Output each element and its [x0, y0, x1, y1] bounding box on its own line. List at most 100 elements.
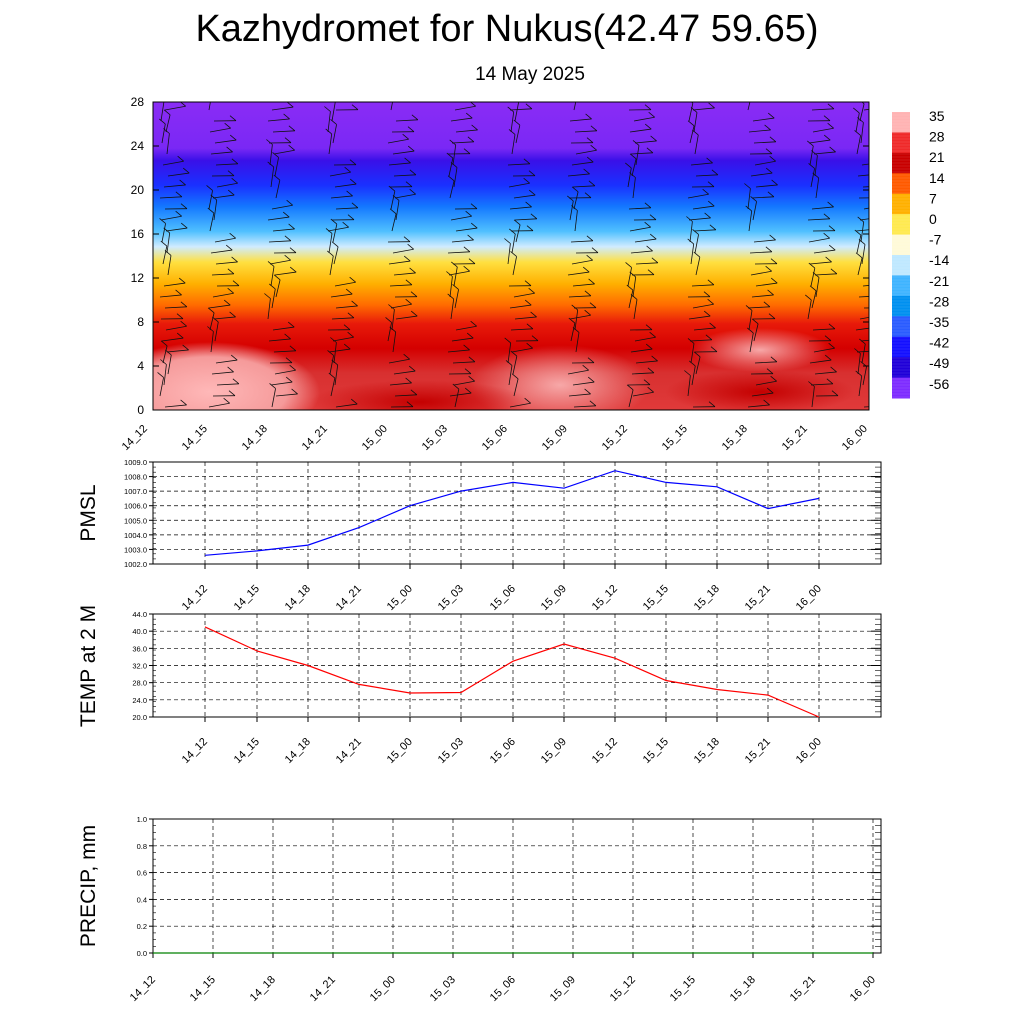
wind-barb-flag — [404, 157, 411, 164]
wind-barb — [454, 389, 460, 408]
x-tick-label: 14_15 — [232, 736, 262, 766]
wind-barb-flag — [175, 191, 183, 198]
wind-barb — [334, 281, 356, 287]
wind-barb — [332, 336, 354, 342]
wind-barb — [632, 391, 654, 397]
y-tick-label: 0.8 — [137, 842, 147, 851]
wind-barb — [163, 364, 167, 386]
wind-barb-flag — [288, 125, 296, 132]
wind-barb-flag — [407, 243, 414, 250]
wind-barb-flag — [232, 378, 240, 385]
wind-barb-flag — [589, 400, 597, 407]
wind-barb-flag — [855, 252, 863, 259]
wind-barb-flag — [828, 342, 835, 349]
wind-barb — [860, 221, 865, 243]
wind-barb — [574, 210, 578, 232]
wind-barb — [450, 298, 455, 320]
wind-barb-flag — [231, 158, 239, 165]
wind-barb-flag — [405, 279, 413, 286]
wind-barb — [695, 257, 701, 276]
wind-barb-flag — [226, 146, 233, 153]
wind-barb-flag — [586, 137, 594, 143]
wind-barb-flag — [227, 170, 235, 176]
wind-barb-flag — [769, 155, 776, 162]
wind-barb — [569, 200, 574, 221]
wind-barb — [159, 196, 182, 199]
wind-barb — [814, 273, 837, 276]
wind-barb — [753, 141, 776, 144]
wind-barb-flag — [708, 401, 716, 407]
wind-barb — [688, 315, 711, 320]
wind-barb-flag — [470, 203, 478, 209]
wind-barb — [507, 243, 511, 265]
wind-barb — [692, 303, 714, 309]
wind-barb-flag — [693, 251, 701, 258]
wind-barb — [275, 393, 298, 397]
wind-barb — [691, 284, 714, 287]
wind-barb — [331, 102, 336, 122]
wind-barb-flag — [446, 271, 453, 277]
wind-barb — [395, 119, 418, 122]
wind-barb — [335, 305, 358, 309]
wind-barb — [449, 392, 472, 397]
wind-barb-flag — [182, 344, 189, 351]
wind-barb — [209, 127, 231, 133]
wind-barb-flag — [875, 212, 881, 217]
wind-barb-flag — [229, 311, 236, 318]
wind-barb-flag — [692, 229, 699, 235]
wind-barb-flag — [767, 112, 775, 119]
colorbar-segment — [892, 357, 910, 379]
wind-barb-flag — [285, 376, 293, 383]
wind-barb — [695, 174, 718, 177]
y-tick-label: 28 — [131, 95, 145, 109]
wind-barb — [629, 226, 651, 232]
wind-barb-flag — [334, 102, 336, 103]
wind-barb — [631, 158, 637, 177]
wind-barb-flag — [180, 222, 188, 229]
wind-barb — [812, 127, 834, 133]
colorbar-segment — [892, 255, 910, 276]
wind-barb-flag — [766, 368, 774, 374]
wind-barb — [807, 299, 812, 320]
wind-barb-flag — [828, 323, 836, 330]
wind-barb-flag — [402, 133, 409, 140]
wind-barb-flag — [630, 294, 638, 300]
wind-barb-flag — [178, 277, 186, 284]
wind-barb-flag — [872, 224, 878, 229]
x-tick-label: 16_00 — [794, 736, 824, 766]
chart-subtitle: 14 May 2025 — [475, 64, 585, 85]
wind-barb — [210, 151, 233, 155]
x-tick-label: 14_12 — [128, 974, 158, 1004]
wind-barb — [567, 271, 590, 276]
wind-barb-flag — [227, 287, 234, 294]
colorbar-segment — [892, 336, 910, 358]
wind-barb-flag — [327, 250, 334, 257]
wind-barb-flag — [403, 353, 410, 360]
wind-barb — [634, 238, 657, 243]
wind-barb-flag — [584, 290, 592, 297]
wind-barb-flag — [745, 305, 753, 311]
x-tick-label: 15_00 — [368, 974, 398, 1004]
x-tick-label: 15_15 — [660, 423, 690, 453]
colorbar-segment — [892, 214, 910, 236]
wind-barb-flag — [770, 356, 778, 363]
y-tick-label: 1007.0 — [124, 487, 147, 496]
colorbar-label: -35 — [929, 314, 949, 330]
wind-barb-flag — [770, 277, 778, 284]
wind-barb — [687, 375, 691, 397]
colorbar-label: -56 — [929, 376, 949, 392]
wind-barb-flag — [163, 109, 171, 116]
wind-barb — [389, 382, 412, 386]
wind-barb — [162, 345, 168, 364]
wind-barb-flag — [463, 265, 470, 272]
wind-barb — [570, 323, 576, 342]
wind-barb — [164, 105, 186, 111]
wind-barb — [861, 244, 866, 265]
wind-barb — [215, 359, 238, 364]
wind-barb — [509, 206, 532, 210]
wind-barb-flag — [182, 167, 190, 174]
wind-barb-flag — [410, 291, 418, 297]
wind-barb — [809, 145, 814, 166]
wind-barb-flag — [405, 181, 413, 187]
wind-barb — [808, 237, 830, 243]
